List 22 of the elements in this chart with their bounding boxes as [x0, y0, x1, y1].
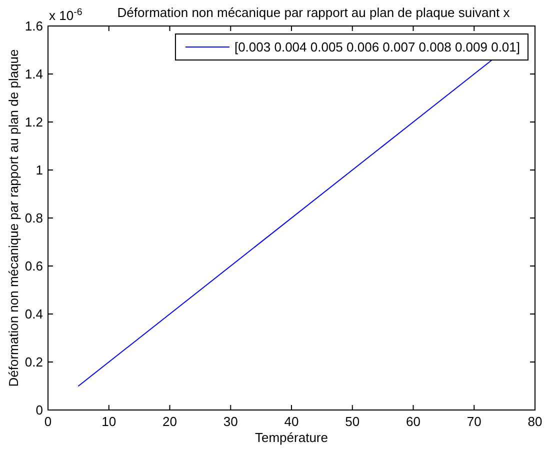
y-tick-label: 0.4 [24, 306, 43, 322]
x-tick-label: 70 [466, 414, 482, 429]
x-tick-label: 30 [223, 414, 238, 429]
x-tick-label: 50 [345, 414, 360, 429]
chart-title: Déformation non mécanique par rapport au plan de plaque suivant x [117, 5, 510, 20]
legend-label: [0.003 0.004 0.005 0.006 0.007 0.008 0.009 0.01] [234, 40, 520, 55]
text: x 10$^{-6}$ [49, 6, 82, 23]
x-tick-label: 20 [162, 414, 177, 429]
x-tick-label: 40 [284, 414, 299, 429]
y-tick-label: 1.6 [24, 18, 43, 34]
y-tick-label: 0.6 [24, 258, 43, 274]
y-tick-label: 0 [36, 402, 43, 418]
x-tick-label: 10 [102, 414, 116, 429]
y-tick-label: 1 [36, 162, 43, 178]
x-tick-label: 80 [528, 414, 542, 429]
x-axis-title: Température [255, 430, 328, 445]
y-tick-label: 1.4 [24, 66, 43, 82]
y-tick-label: 0.8 [24, 210, 43, 226]
y-tick-label: 0.2 [24, 354, 43, 370]
y-tick-label: 1.2 [24, 114, 43, 130]
y-axis-title: Déformation non mécanique par rapport au plan de plaque [6, 49, 21, 387]
x-tick-label: 60 [406, 414, 420, 429]
